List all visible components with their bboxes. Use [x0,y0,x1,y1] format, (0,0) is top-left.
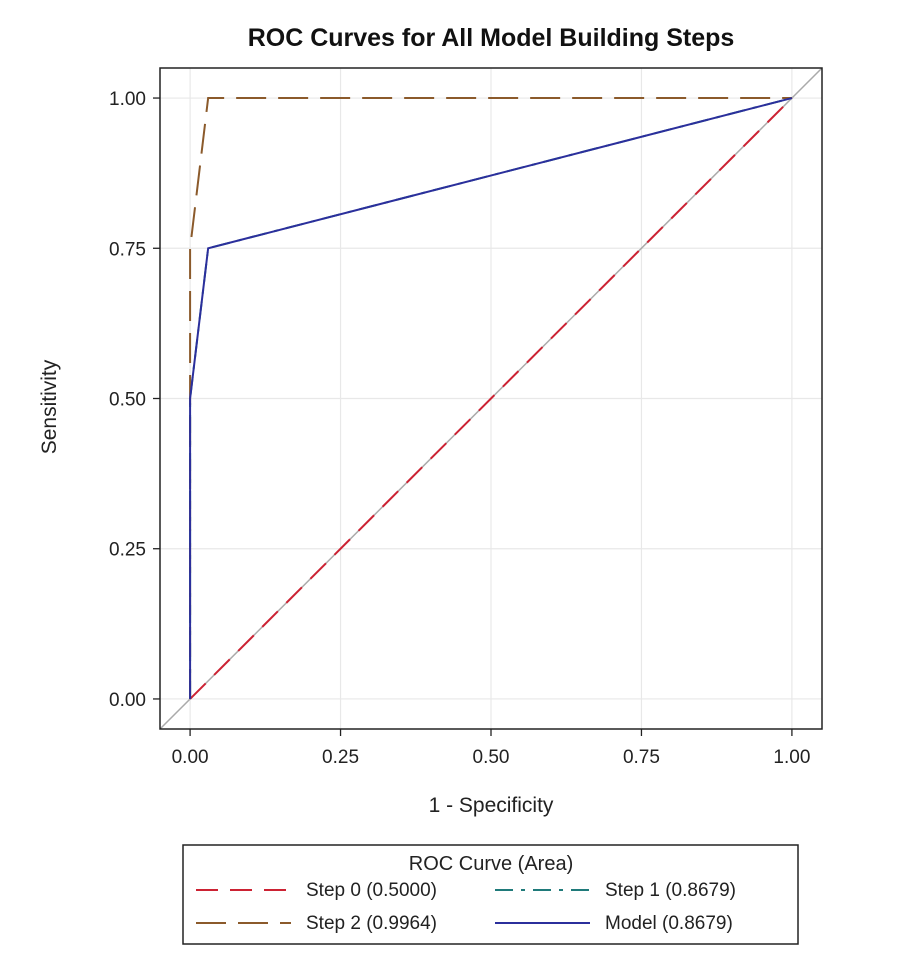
x-tick-label: 0.75 [623,747,660,768]
x-tick-label: 0.50 [473,747,510,768]
y-tick-label: 1.00 [109,89,146,110]
axes-layer: 0.00 0.25 0.50 0.75 1.00 0.00 0.25 0.50 0.75 1.00 [109,67,823,768]
y-tick-label: 0.25 [109,540,146,561]
x-tick-label: 0.25 [322,747,359,768]
series-line-model [189,97,793,699]
y-axis-label: Sensitivity [38,359,61,454]
x-axis-label: 1 - Specificity [429,794,554,817]
series-line-step-0 [189,97,793,700]
y-tick-label: 0.75 [109,239,146,260]
legend-label-step-1: Step 1 (0.8679) [605,880,736,901]
y-tick-label: 0.50 [109,390,146,411]
legend-title: ROC Curve (Area) [409,853,573,875]
plot-layer [159,67,823,730]
x-tick-label: 1.00 [773,747,810,768]
legend-label-model: Model (0.8679) [605,913,733,934]
y-tick-label: 0.00 [109,690,146,711]
chart-title: ROC Curves for All Model Building Steps [248,24,735,52]
legend-box [182,844,799,945]
legend: ROC Curve (Area) Step 0 (0.5000) Step 1 (… [182,844,799,945]
legend-label-step-0: Step 0 (0.5000) [306,880,437,901]
legend-label-step-2: Step 2 (0.9964) [306,913,437,934]
x-tick-label: 0.00 [172,747,209,768]
